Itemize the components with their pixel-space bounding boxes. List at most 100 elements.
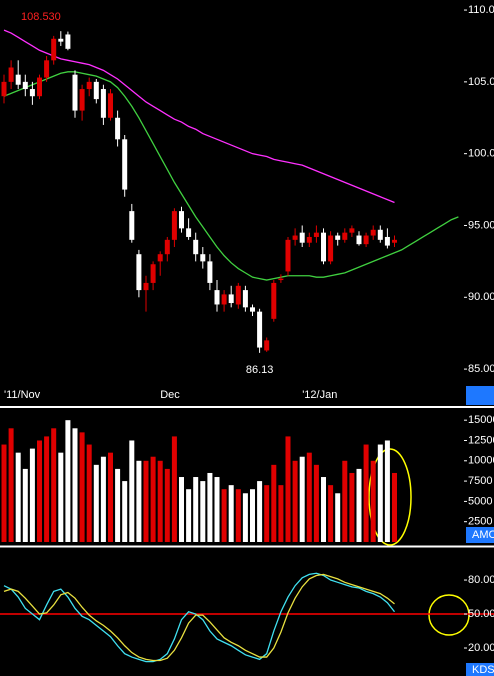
y-tick-label: 110.00 [468,4,494,16]
y-tick-label: 95.00 [468,219,494,231]
volume-bar [363,444,369,542]
volume-bar [214,477,220,542]
candle-body [321,232,326,262]
candle-body [299,232,305,243]
candle-body [37,77,42,97]
volume-bar [321,477,326,542]
volume-bar [377,444,383,542]
volume-bar [221,489,227,542]
volume-bar [65,420,71,542]
volume-bar [235,489,241,542]
candle-body [65,34,71,49]
x-tick-label: '12/Jan [302,389,337,401]
volume-bar [115,468,121,542]
volume-bar [292,460,298,542]
candle-body [157,254,163,262]
candle-body [328,235,334,262]
candle-body [143,282,149,291]
candle-body [292,235,298,240]
candle-body [235,285,241,305]
volume-bar [299,456,305,542]
volume-bar [349,472,355,542]
volume-bar [29,448,35,542]
volume-bar [8,428,14,542]
candle-body [271,282,277,319]
candle-body [29,89,35,97]
candle-body [8,67,14,82]
candle-body [356,235,362,245]
annotation: 86.13 [246,364,274,376]
candle-body [93,81,99,100]
candle-body [22,81,28,90]
candle-body [115,117,121,140]
candle-body [306,236,312,243]
volume-bar [342,460,348,542]
y-tick-label: 15000 [468,414,494,426]
candle-body [58,38,64,42]
volume-bar [271,464,277,542]
volume-bar [392,472,397,542]
candle-body [193,239,199,255]
volume-bar [150,456,156,542]
volume-bar [384,440,390,542]
volume-bar [171,436,177,542]
volume-bar [356,468,362,542]
candle-body [79,89,85,111]
line-series [3,29,395,204]
volume-bar [285,436,291,542]
volume-bar [72,428,78,542]
candle-body [15,74,21,85]
candle-body [257,311,263,348]
candle-body [377,229,383,240]
candle-body [335,235,341,240]
volume-bar [179,477,184,542]
volume-bar [157,460,163,542]
volume-bar [164,468,170,542]
volume-bar [335,493,341,542]
volume-bar [51,428,57,542]
y-tick-label: 100.00 [468,148,494,160]
candle-body [242,290,248,308]
candle-body [349,228,355,233]
candle-body [44,60,50,78]
candle-body [179,211,184,229]
volume-bar [306,452,312,542]
candle-body [86,81,92,90]
annotation: 108.530 [21,11,61,23]
volume-bar [193,477,199,542]
candle-body [72,74,78,111]
volume-bar [122,481,128,542]
candle-body [228,294,234,304]
volume-bar [370,460,376,542]
volume-bar [257,481,263,542]
volume-bar [58,452,64,542]
y-tick-label: 20.00 [468,642,494,654]
candle-body [250,307,255,312]
candle-body [122,139,128,190]
volume-bar [129,440,135,542]
volume-bar [108,452,113,542]
x-tick-label: Dec [160,389,180,401]
volume-bar [93,464,99,542]
candle-body [129,211,135,240]
y-tick-label: 85.00 [468,363,494,375]
highlight-ellipse [368,448,412,546]
volume-bar [264,485,270,542]
line-series [3,71,459,281]
line-series [3,572,396,663]
volume-bar [278,485,284,542]
volume-bar [228,485,234,542]
volume-bar [186,489,192,542]
volume-bar [22,468,28,542]
volume-bar [15,452,21,542]
volume-bar [44,436,50,542]
volume-bar [313,464,319,542]
candle-body [51,38,57,61]
candle-body [1,81,7,97]
volume-bar [242,493,248,542]
highlight-ellipse [428,594,470,636]
y-tick-label: 5000 [468,495,492,507]
candle-body [363,235,369,245]
volume-bar [1,444,7,542]
